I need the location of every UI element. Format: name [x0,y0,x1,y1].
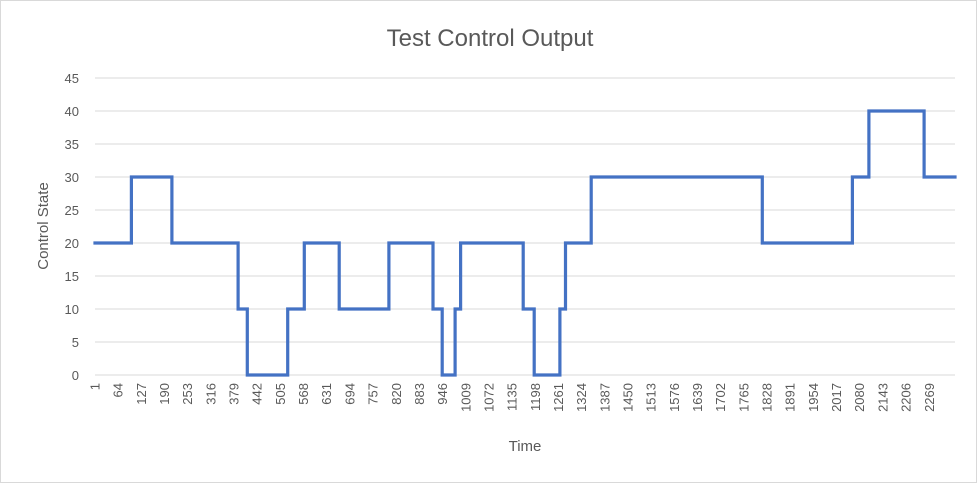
x-tick-label: 1009 [458,383,473,412]
y-axis-title: Control State [35,182,52,270]
x-tick-label: 694 [342,383,357,405]
x-tick-label: 1639 [690,383,705,412]
x-tick-label: 127 [134,383,149,405]
y-tick-label: 5 [72,335,79,350]
x-tick-label: 1765 [736,383,751,412]
x-tick-label: 1072 [481,383,496,412]
x-tick-label: 1576 [667,383,682,412]
x-tick-label: 190 [157,383,172,405]
y-tick-label: 15 [65,269,79,284]
x-tick-label: 568 [296,383,311,405]
x-tick-label: 1135 [505,383,520,411]
x-tick-label: 757 [366,383,381,405]
x-tick-label: 1261 [551,383,566,412]
x-axis-tick-labels: 1 64 127 190 253 316 379 442 505 568 631 694 757 820 8… [88,383,937,412]
x-tick-label: 2206 [899,383,914,412]
x-tick-label: 2269 [922,383,937,412]
x-tick-label: 1513 [644,383,659,412]
x-tick-label: 1828 [760,383,775,412]
x-tick-label: 505 [273,383,288,405]
x-tick-label: 253 [180,383,195,405]
x-tick-label: 379 [227,383,242,405]
x-tick-label: 1 [88,383,103,390]
chart-title: Test Control Output [387,25,594,52]
x-tick-label: 1702 [713,383,728,412]
y-tick-label: 0 [72,368,79,383]
x-tick-label: 1387 [597,383,612,412]
gridlines [95,77,955,376]
x-tick-label: 1954 [806,383,821,412]
x-tick-label: 820 [389,383,404,405]
x-tick-label: 2017 [829,383,844,412]
x-tick-label: 631 [319,383,334,405]
x-tick-label: 1198 [528,383,543,411]
x-axis-title: Time [509,438,542,455]
y-tick-label: 45 [65,71,79,86]
x-tick-label: 442 [250,383,265,405]
y-tick-label: 35 [65,137,79,152]
y-tick-label: 20 [65,236,79,251]
x-tick-label: 2143 [875,383,890,412]
x-tick-label: 1450 [620,383,635,412]
y-tick-label: 10 [65,302,79,317]
x-tick-label: 2080 [852,383,867,412]
x-tick-label: 883 [412,383,427,405]
series-line [93,109,957,377]
y-axis-tick-labels: 0 5 10 15 20 25 30 35 40 45 [65,71,79,383]
y-tick-label: 40 [65,104,79,119]
x-tick-label: 1891 [783,383,798,412]
x-tick-label: 1324 [574,383,589,412]
series-group [93,109,957,377]
x-tick-label: 946 [435,383,450,405]
x-tick-label: 316 [203,383,218,405]
x-tick-label: 64 [111,383,126,397]
y-tick-label: 30 [65,170,79,185]
y-tick-label: 25 [65,203,79,218]
